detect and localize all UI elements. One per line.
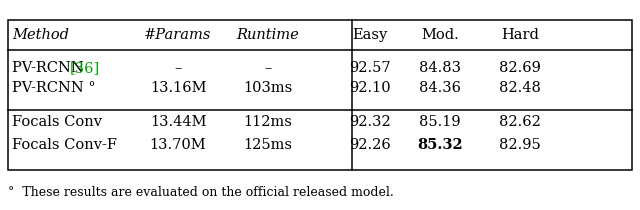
Text: 103ms: 103ms xyxy=(243,81,292,95)
Text: PV-RCNN: PV-RCNN xyxy=(12,61,88,75)
Text: 92.57: 92.57 xyxy=(349,61,391,75)
Text: Hard: Hard xyxy=(501,28,539,42)
Text: 84.36: 84.36 xyxy=(419,81,461,95)
Text: [36]: [36] xyxy=(70,61,100,75)
Text: Method: Method xyxy=(12,28,69,42)
Text: Easy: Easy xyxy=(353,28,388,42)
Text: Mod.: Mod. xyxy=(421,28,459,42)
Text: 125ms: 125ms xyxy=(243,138,292,152)
Text: PV-RCNN °: PV-RCNN ° xyxy=(12,81,95,95)
Text: 112ms: 112ms xyxy=(244,115,292,129)
Text: #Params: #Params xyxy=(144,28,212,42)
Text: Focals Conv: Focals Conv xyxy=(12,115,102,129)
Text: 92.10: 92.10 xyxy=(349,81,391,95)
Text: 13.44M: 13.44M xyxy=(150,115,206,129)
Text: 92.26: 92.26 xyxy=(349,138,391,152)
Text: 82.95: 82.95 xyxy=(499,138,541,152)
Text: 13.70M: 13.70M xyxy=(150,138,206,152)
Text: 85.19: 85.19 xyxy=(419,115,461,129)
Bar xyxy=(8,20,632,170)
Text: 82.69: 82.69 xyxy=(499,61,541,75)
Text: –: – xyxy=(174,61,182,75)
Text: 82.62: 82.62 xyxy=(499,115,541,129)
Text: Runtime: Runtime xyxy=(237,28,300,42)
Text: –: – xyxy=(264,61,272,75)
Text: Focals Conv-F: Focals Conv-F xyxy=(12,138,117,152)
Text: 82.48: 82.48 xyxy=(499,81,541,95)
Text: 92.32: 92.32 xyxy=(349,115,391,129)
Text: 13.16M: 13.16M xyxy=(150,81,206,95)
Text: 84.83: 84.83 xyxy=(419,61,461,75)
Text: 85.32: 85.32 xyxy=(417,138,463,152)
Text: °  These results are evaluated on the official released model.: ° These results are evaluated on the off… xyxy=(8,185,394,198)
